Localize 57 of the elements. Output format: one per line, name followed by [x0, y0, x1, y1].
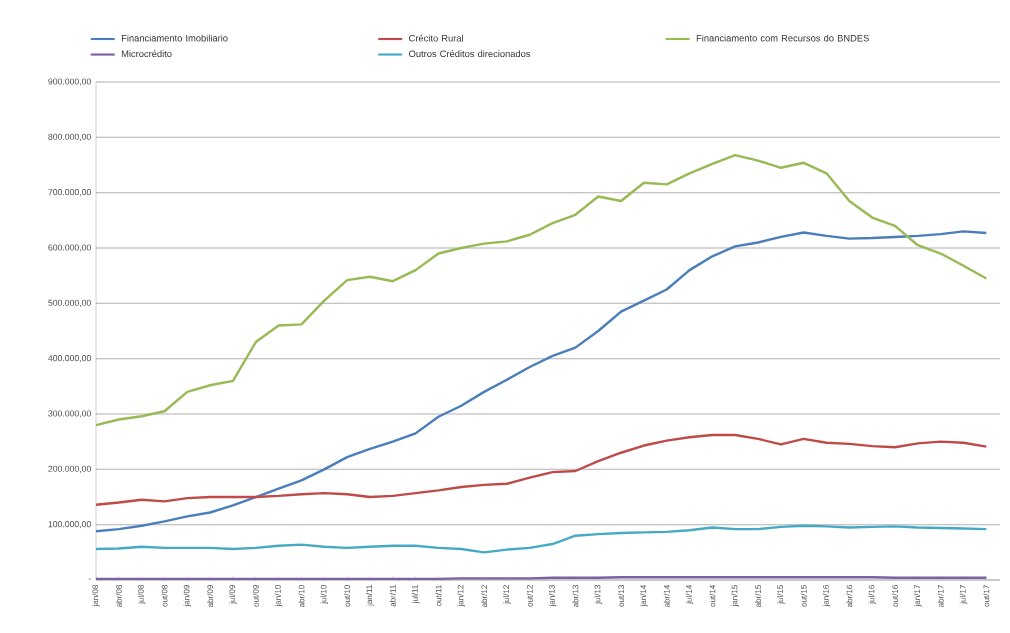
x-tick-label: out/09 — [252, 585, 259, 607]
x-tick-label: jul/08 — [137, 585, 146, 605]
x-tick-label: jul/15 — [777, 585, 785, 605]
y-tick-label: 800.000,00 — [48, 133, 91, 141]
y-tick-label: 400.000,00 — [48, 355, 91, 363]
x-tick-label: out/08 — [161, 585, 168, 607]
x-tick-label: jan/12 — [457, 585, 465, 607]
x-tick-label: abr/17 — [937, 585, 944, 608]
y-tick-label: 100.000,00 — [48, 521, 91, 529]
x-tick-label: abr/08 — [115, 585, 122, 608]
x-tick-label: jul/12 — [503, 585, 511, 605]
x-tick-label: out/11 — [435, 585, 442, 607]
x-tick-label: jul/14 — [685, 584, 694, 605]
y-tick-label: - — [88, 578, 91, 580]
line-series — [94, 153, 988, 427]
x-tick-label: out/16 — [892, 585, 898, 607]
x-tick-label: jan/16 — [822, 585, 831, 607]
x-tick-label: jan/17 — [914, 585, 922, 607]
x-tick-label: jan/11 — [366, 585, 374, 607]
legend-label: Microcrédito — [121, 50, 172, 58]
x-tick-label: jan/10 — [274, 585, 283, 607]
y-tick-label: 900.000,00 — [48, 78, 91, 86]
x-tick-label: out/15 — [800, 585, 807, 607]
y-tick-label: 600.000,00 — [48, 244, 91, 252]
x-tick-label: abr/14 — [663, 584, 670, 608]
x-tick-label: abr/12 — [481, 585, 488, 608]
x-tick-label: abr/13 — [572, 585, 579, 608]
x-tick-label: abr/09 — [207, 585, 214, 608]
x-tick-label: out/14 — [709, 584, 716, 607]
y-tick-label: 200.000,00 — [48, 465, 91, 473]
x-tick-label: abr/16 — [846, 585, 853, 608]
x-tick-label: out/10 — [344, 585, 351, 607]
x-tick-label: jan/13 — [548, 585, 557, 607]
x-tick-label: out/13 — [618, 585, 624, 607]
x-tick-label: jul/17 — [959, 585, 968, 605]
x-tick-label: abr/10 — [298, 585, 305, 608]
x-tick-label: out/12 — [526, 585, 533, 607]
y-tick-label: 500.000,00 — [48, 299, 91, 307]
x-tick-label: jan/09 — [183, 585, 192, 607]
x-tick-label: jul/13 — [594, 585, 602, 605]
x-tick-label: abr/11 — [389, 585, 396, 607]
x-tick-label: out/17 — [983, 585, 990, 607]
y-tick-label: 300.000,00 — [48, 410, 91, 418]
legend-label: Crécito Rural — [409, 34, 463, 42]
legend-label: Financiamento com Recursos do BNDES — [696, 34, 869, 42]
x-tick-label: jan/08 — [92, 585, 100, 607]
x-tick-label: jul/09 — [229, 585, 237, 605]
x-tick-label: jul/11 — [411, 585, 420, 604]
legend-label: Financiamento Imobiliario — [121, 34, 228, 42]
x-tick-label: abr/15 — [755, 585, 761, 608]
x-tick-label: jan/15 — [731, 585, 739, 607]
x-tick-label: jan/14 — [640, 584, 648, 607]
legend-label: Outros Créditos direcionados — [409, 50, 531, 58]
y-tick-label: 700.000,00 — [48, 189, 91, 197]
x-tick-label: jul/10 — [320, 585, 329, 605]
line-series — [94, 230, 988, 533]
x-tick-label: jul/16 — [868, 585, 876, 605]
